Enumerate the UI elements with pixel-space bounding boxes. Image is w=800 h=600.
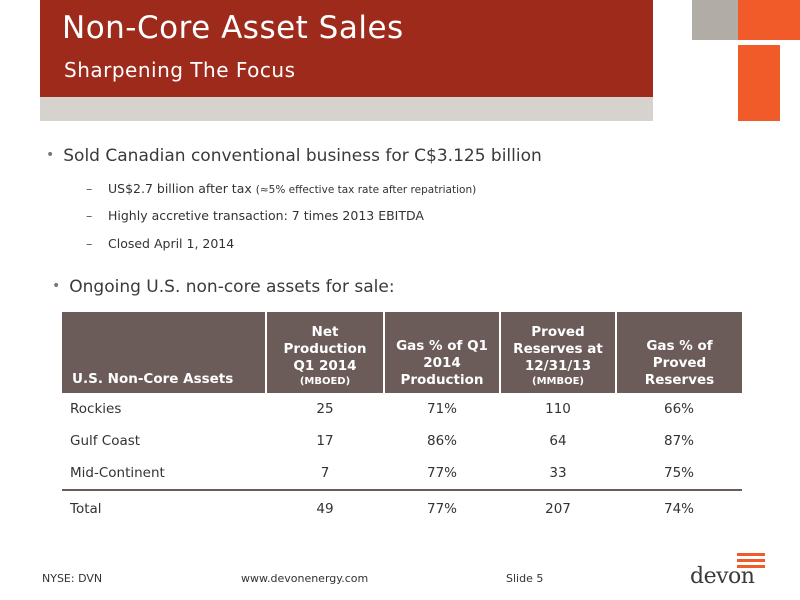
subbullet-text: US$2.7 billion after tax	[108, 181, 252, 196]
bullet-canadian-sale: • Sold Canadian conventional business for…	[46, 146, 542, 166]
table-row: Gulf Coast 17 86% 64 87%	[62, 425, 742, 457]
subbullet-text: Closed April 1, 2014	[108, 236, 235, 251]
noncore-assets-table: U.S. Non-Core Assets Net Production Q1 2…	[62, 312, 742, 527]
devon-logo-bars-icon	[737, 553, 765, 571]
subbullet-note: (≈5% effective tax rate after repatriati…	[255, 184, 477, 196]
column-header: Net Production Q1 2014 (MBOED)	[265, 312, 384, 393]
column-header: Gas % of Proved Reserves	[615, 312, 742, 393]
table-cell: Rockies	[70, 401, 122, 417]
table-cell: 74%	[616, 489, 742, 527]
table-cell: 207	[500, 489, 616, 527]
table-cell: 64	[549, 433, 567, 449]
footer-ticker: NYSE: DVN	[42, 572, 103, 585]
header-banner	[40, 0, 653, 97]
table-cell: 110	[545, 401, 571, 417]
table-cell: 7	[320, 465, 330, 481]
table-cell: 25	[316, 401, 334, 417]
dash-icon: –	[86, 181, 93, 196]
table-cell: 66%	[663, 401, 694, 417]
table-total-row: Total 49 77% 207 74%	[62, 489, 742, 527]
dash-icon: –	[86, 236, 93, 251]
subbullet-accretive: – Highly accretive transaction: 7 times 2…	[86, 208, 424, 223]
subbullet-after-tax: – US$2.7 billion after tax (≈5% effective…	[86, 181, 476, 196]
header-orange-strip	[738, 97, 780, 121]
table-cell: 86%	[426, 433, 457, 449]
table-header-row: U.S. Non-Core Assets Net Production Q1 2…	[62, 312, 742, 393]
table-cell: 49	[266, 489, 384, 527]
table-cell: 33	[549, 465, 567, 481]
subbullet-text: Highly accretive transaction: 7 times 20…	[108, 208, 424, 223]
bullet-us-noncore: • Ongoing U.S. non-core assets for sale:	[52, 277, 395, 297]
column-header: Proved Reserves at 12/31/13 (MMBOE)	[499, 312, 616, 393]
bullet-text: Ongoing U.S. non-core assets for sale:	[69, 277, 395, 297]
table-cell: 77%	[426, 465, 457, 481]
bullet-text: Sold Canadian conventional business for …	[63, 146, 542, 166]
table-cell: 75%	[663, 465, 694, 481]
table-row: Rockies 25 71% 110 66%	[62, 393, 742, 425]
column-header: Gas % of Q1 2014 Production	[383, 312, 500, 393]
footer-slide-number: Slide 5	[506, 572, 544, 585]
table-cell: 17	[316, 433, 334, 449]
header-gap-right	[780, 40, 800, 121]
column-header: U.S. Non-Core Assets	[62, 312, 266, 393]
bullet-dot-icon: •	[52, 278, 61, 294]
table-cell: Mid-Continent	[70, 465, 165, 481]
slide-title: Non-Core Asset Sales	[62, 10, 404, 46]
header-grey-block	[692, 0, 738, 40]
header-underline-strip	[40, 97, 653, 121]
header-gap	[738, 40, 780, 45]
subbullet-closed: – Closed April 1, 2014	[86, 236, 234, 251]
bullet-dot-icon: •	[46, 147, 55, 163]
table-cell: Gulf Coast	[70, 433, 141, 449]
table-cell: 71%	[426, 401, 457, 417]
table-cell: Total	[62, 489, 266, 527]
dash-icon: –	[86, 208, 93, 223]
table-row: Mid-Continent 7 77% 33 75%	[62, 457, 742, 490]
table-cell: 87%	[663, 433, 694, 449]
devon-logo: devon	[690, 564, 755, 589]
slide-subtitle: Sharpening The Focus	[64, 58, 296, 82]
table-cell: 77%	[384, 489, 500, 527]
footer-url: www.devonenergy.com	[241, 572, 369, 585]
